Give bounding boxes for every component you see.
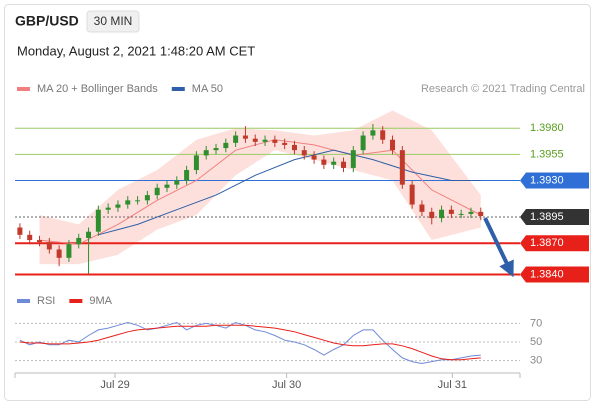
candle-body xyxy=(233,135,239,143)
candle-body xyxy=(429,211,435,219)
candle-body xyxy=(242,135,248,139)
candle-body xyxy=(390,139,396,151)
timeframe: 30 MIN xyxy=(94,14,133,28)
candle-body xyxy=(115,204,121,208)
candle-body xyxy=(135,200,141,202)
legend-label: MA 20 + Bollinger Bands xyxy=(37,83,158,95)
legend-label: RSI xyxy=(37,295,55,307)
candle-body xyxy=(380,130,386,140)
candle-body xyxy=(46,242,52,250)
level-label: 1.3980 xyxy=(530,122,564,134)
candle-body xyxy=(291,144,297,151)
y-tick-label: 30 xyxy=(530,355,542,367)
level-tag xyxy=(520,235,589,252)
candle-body xyxy=(125,200,131,205)
candle-body xyxy=(76,237,82,245)
timestamp: Monday, August 2, 2021 1:48:20 AM CET xyxy=(17,43,255,58)
ma-line xyxy=(98,149,481,236)
candle-body xyxy=(262,139,268,142)
candle-body xyxy=(86,231,92,238)
candle-body xyxy=(95,209,101,232)
candle-body xyxy=(282,142,288,145)
candle-body xyxy=(340,161,346,168)
x-tick-label: Jul 29 xyxy=(100,379,129,391)
timeframe-box xyxy=(86,10,140,33)
candle-body xyxy=(105,207,111,210)
candle-body xyxy=(174,180,180,185)
indicator-line xyxy=(19,324,481,361)
candle-body xyxy=(203,150,209,156)
candle-body xyxy=(164,184,170,188)
legend-label: 9MA xyxy=(89,295,112,307)
candle-body xyxy=(223,142,229,149)
candle-body xyxy=(468,211,474,214)
candle-body xyxy=(350,150,356,168)
legend-label: MA 50 xyxy=(192,83,223,95)
candle-body xyxy=(272,139,278,143)
candle-body xyxy=(213,148,219,151)
candle-body xyxy=(419,204,425,212)
bollinger-band xyxy=(39,110,481,265)
candle-body xyxy=(37,240,43,243)
y-tick-label: 50 xyxy=(530,336,542,348)
candle-body xyxy=(439,209,445,219)
candle-body xyxy=(184,170,190,181)
candle-body xyxy=(331,161,337,165)
candle-body xyxy=(458,213,464,215)
x-tick-label: Jul 31 xyxy=(438,379,467,391)
level-tag xyxy=(520,209,589,226)
candle-body xyxy=(409,184,415,205)
candle-body xyxy=(311,155,317,160)
level-label: 1.3840 xyxy=(530,268,564,280)
plot: MA 20 + Bollinger Bands MA 50 1.3980 1.3955… xyxy=(14,83,589,391)
candle-body xyxy=(448,209,454,214)
candle-body xyxy=(154,187,160,196)
candle-body xyxy=(17,227,23,235)
level-label: 1.3930 xyxy=(530,174,564,186)
level-label: 1.3870 xyxy=(530,237,564,249)
candle-body xyxy=(301,150,307,156)
x-tick-label: Jul 30 xyxy=(272,379,301,391)
y-tick-label: 70 xyxy=(530,317,542,329)
candle-body xyxy=(144,195,150,201)
level-tag xyxy=(520,172,589,189)
level-label: 1.3955 xyxy=(530,148,564,160)
candle-body xyxy=(360,135,366,151)
level-label: 1.3895 xyxy=(530,211,564,223)
source: Research © 2021 Trading Central xyxy=(421,83,585,95)
candle-body xyxy=(56,249,62,258)
candle-body xyxy=(193,155,199,171)
level-tag xyxy=(520,266,589,283)
frame xyxy=(4,4,591,401)
indicator-line xyxy=(19,321,481,365)
candle-body xyxy=(252,138,258,142)
candle-body xyxy=(321,159,327,165)
candle-body xyxy=(399,150,405,185)
candle-body xyxy=(370,130,376,136)
candle-body xyxy=(27,234,33,241)
chart-title: GBP/USD xyxy=(15,13,79,29)
candle-body xyxy=(478,211,484,217)
candle-body xyxy=(66,244,72,258)
forecast-arrow xyxy=(483,217,514,278)
